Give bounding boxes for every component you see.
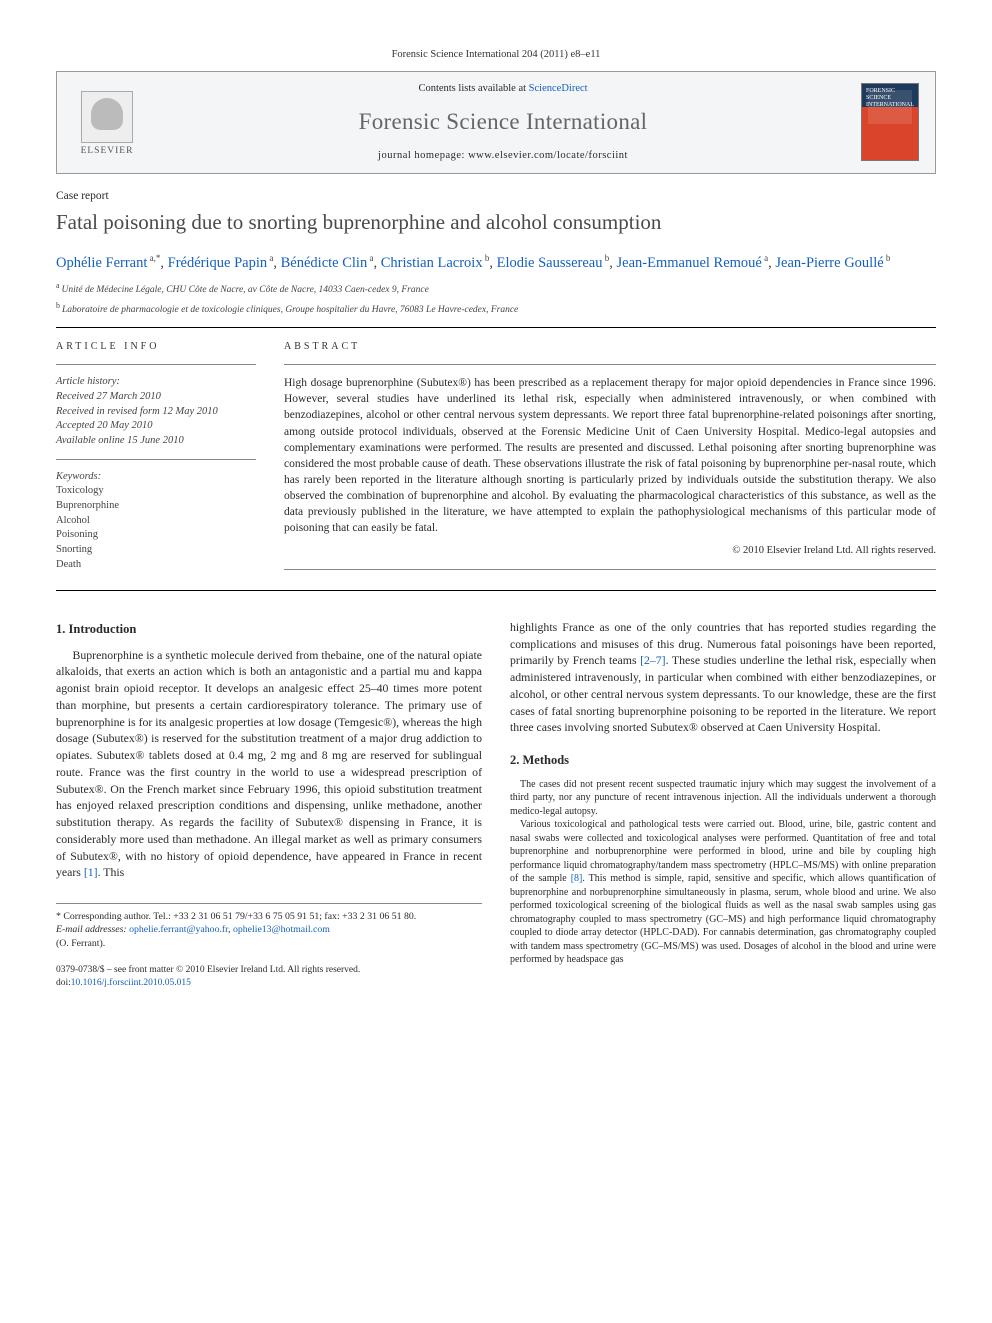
author-affil-sup: a,* (147, 253, 160, 263)
article-title: Fatal poisoning due to snorting buprenor… (56, 208, 936, 237)
keyword: Buprenorphine (56, 499, 256, 514)
keywords-head: Keywords: (56, 470, 256, 485)
author: Christian Lacroix b (381, 255, 490, 271)
journal-cover-title: FORENSIC SCIENCE INTERNATIONAL (866, 88, 914, 108)
email-link-1[interactable]: ophelie.ferrant@yahoo.fr (129, 924, 228, 935)
article-info-label: ARTICLE INFO (56, 340, 256, 354)
rule (56, 327, 936, 328)
email-link-2[interactable]: ophelie13@hotmail.com (233, 924, 330, 935)
author-name-link[interactable]: Ophélie Ferrant (56, 255, 147, 271)
section-heading-1: 1. Introduction (56, 621, 482, 639)
elsevier-wordmark: ELSEVIER (81, 145, 134, 158)
abstract-label: ABSTRACT (284, 340, 936, 354)
email-label: E-mail addresses: (56, 924, 127, 935)
methods-p2: Various toxicological and pathological t… (510, 818, 936, 967)
author-name-link[interactable]: Bénédicte Clin (281, 255, 368, 271)
citation-link[interactable]: [2–7] (640, 653, 666, 667)
contents-line: Contents lists available at ScienceDirec… (157, 82, 849, 97)
affiliation-sup: a (56, 281, 62, 290)
citation-link[interactable]: [8] (571, 873, 583, 884)
keyword: Poisoning (56, 528, 256, 543)
body-columns: 1. Introduction Buprenorphine is a synth… (56, 619, 936, 990)
column-right: highlights France as one of the only cou… (510, 619, 936, 990)
affiliation: a Unité de Médecine Légale, CHU Côte de … (56, 280, 936, 297)
journal-banner: ELSEVIER Contents lists available at Sci… (56, 71, 936, 175)
affiliation: b Laboratoire de pharmacologie et de tox… (56, 300, 936, 317)
author-name-link[interactable]: Christian Lacroix (381, 255, 483, 271)
author-list: Ophélie Ferrant a,*, Frédérique Papin a,… (56, 252, 936, 275)
footnote-text: Corresponding author. Tel.: +33 2 31 06 … (61, 911, 416, 922)
history-line: Accepted 20 May 2010 (56, 419, 256, 434)
contents-prefix: Contents lists available at (418, 83, 528, 94)
footer: 0379-0738/$ – see front matter © 2010 El… (56, 964, 482, 990)
author-name-link[interactable]: Jean-Emmanuel Remoué (617, 255, 762, 271)
author-affil-sup: a (367, 253, 373, 263)
column-left: 1. Introduction Buprenorphine is a synth… (56, 619, 482, 990)
affiliation-list: a Unité de Médecine Légale, CHU Côte de … (56, 280, 936, 317)
rule (56, 590, 936, 591)
intro-paragraph-1-cont: highlights France as one of the only cou… (510, 619, 936, 736)
footnote-author: (O. Ferrant). (56, 937, 482, 950)
author-name-link[interactable]: Elodie Saussereau (497, 255, 603, 271)
elsevier-logo: ELSEVIER (73, 86, 141, 158)
elsevier-tree-icon (81, 91, 133, 143)
sciencedirect-link[interactable]: ScienceDirect (529, 83, 588, 94)
page: Forensic Science International 204 (2011… (0, 0, 992, 1037)
article-type: Case report (56, 188, 936, 204)
citation-link[interactable]: [1] (84, 865, 98, 879)
journal-cover-thumb: FORENSIC SCIENCE INTERNATIONAL (861, 83, 919, 161)
running-head: Forensic Science International 204 (2011… (56, 48, 936, 63)
history-line: Received in revised form 12 May 2010 (56, 405, 256, 420)
author-affil-sup: a (762, 253, 768, 263)
history-line: Received 27 March 2010 (56, 390, 256, 405)
author: Elodie Saussereau b (497, 255, 610, 271)
author: Frédérique Papin a (168, 255, 274, 271)
author: Bénédicte Clin a (281, 255, 374, 271)
intro-paragraph-1: Buprenorphine is a synthetic molecule de… (56, 647, 482, 882)
section-heading-2: 2. Methods (510, 752, 936, 770)
article-history: Article history: Received 27 March 2010R… (56, 375, 256, 448)
author: Jean-Pierre Goullé b (775, 255, 890, 271)
doi-link[interactable]: 10.1016/j.forsciint.2010.05.015 (71, 978, 191, 988)
affiliation-sup: b (56, 301, 62, 310)
rule (284, 364, 936, 365)
history-line: Available online 15 June 2010 (56, 434, 256, 449)
article-info: ARTICLE INFO Article history: Received 2… (56, 340, 256, 580)
info-abstract-row: ARTICLE INFO Article history: Received 2… (56, 340, 936, 580)
doi-prefix: doi: (56, 978, 71, 988)
author: Jean-Emmanuel Remoué a (617, 255, 769, 271)
rule (56, 364, 256, 365)
keyword: Death (56, 558, 256, 573)
journal-name: Forensic Science International (157, 106, 849, 138)
keyword: Toxicology (56, 484, 256, 499)
text: Buprenorphine is a synthetic molecule de… (56, 648, 482, 880)
banner-center: Contents lists available at ScienceDirec… (157, 82, 849, 164)
author-name-link[interactable]: Jean-Pierre Goullé (775, 255, 883, 271)
keyword: Alcohol (56, 514, 256, 529)
history-head: Article history: (56, 375, 256, 390)
author-affil-sup: a (267, 253, 273, 263)
rule (56, 459, 256, 460)
keywords: Keywords: ToxicologyBuprenorphineAlcohol… (56, 470, 256, 573)
author-affil-sup: b (603, 253, 610, 263)
corresponding-author-footnote: * Corresponding author. Tel.: +33 2 31 0… (56, 903, 482, 950)
text: . This method is simple, rapid, sensitiv… (510, 873, 936, 965)
methods-body: The cases did not present recent suspect… (510, 778, 936, 967)
front-matter-line: 0379-0738/$ – see front matter © 2010 El… (56, 964, 482, 977)
abstract-copyright: © 2010 Elsevier Ireland Ltd. All rights … (284, 544, 936, 559)
methods-p1: The cases did not present recent suspect… (510, 778, 936, 819)
text: . This (98, 865, 125, 879)
abstract-text: High dosage buprenorphine (Subutex®) has… (284, 375, 936, 536)
journal-homepage: journal homepage: www.elsevier.com/locat… (157, 149, 849, 164)
keyword: Snorting (56, 543, 256, 558)
rule (284, 569, 936, 570)
abstract: ABSTRACT High dosage buprenorphine (Subu… (284, 340, 936, 580)
author-affil-sup: b (483, 253, 490, 263)
author: Ophélie Ferrant a,* (56, 255, 160, 271)
author-name-link[interactable]: Frédérique Papin (168, 255, 267, 271)
author-affil-sup: b (884, 253, 891, 263)
